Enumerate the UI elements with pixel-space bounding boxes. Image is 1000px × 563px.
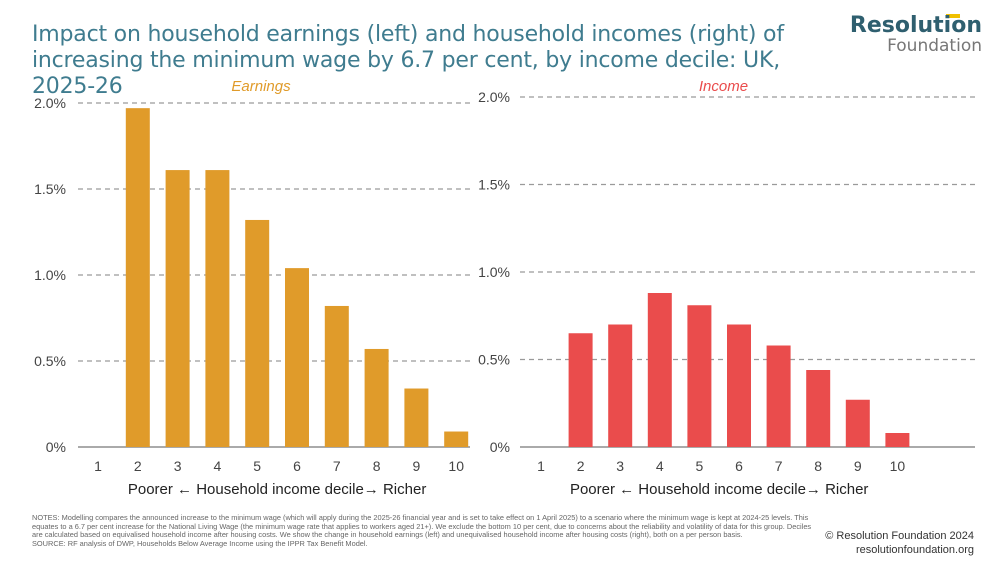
bar-1-3 — [608, 324, 633, 447]
x-tick-label-1-3: 3 — [616, 458, 624, 474]
x-axis-label-0: Poorer ← Household income decile→ Richer — [128, 481, 426, 498]
bar-1-5 — [687, 305, 712, 447]
logo: Resolution Foundation — [849, 13, 982, 57]
logo-line2: Foundation — [887, 36, 982, 56]
x-tick-label-1-7: 7 — [775, 458, 783, 474]
bar-1-2 — [568, 333, 593, 447]
x-tick-label-0-3: 3 — [174, 458, 182, 474]
y-tick-label-1-4: 2.0% — [478, 89, 510, 105]
x-tick-label-1-2: 2 — [577, 458, 585, 474]
notes-text: NOTES: Modelling compares the announced … — [32, 513, 812, 540]
logo-accent — [946, 14, 960, 18]
bar-0-4 — [205, 170, 230, 447]
chart-title: Impact on household earnings (left) and … — [32, 22, 784, 99]
y-tick-label-0-2: 1.0% — [34, 267, 66, 283]
x-tick-label-1-4: 4 — [656, 458, 664, 474]
bar-1-8 — [806, 370, 831, 447]
series-label-0: Earnings — [231, 78, 291, 95]
bar-1-10 — [885, 433, 910, 447]
x-tick-label-0-8: 8 — [373, 458, 381, 474]
bar-0-9 — [404, 388, 429, 447]
notes-source: SOURCE: RF analysis of DWP, Households B… — [32, 538, 368, 548]
bar-0-3 — [165, 170, 190, 447]
x-tick-label-1-9: 9 — [854, 458, 862, 474]
y-tick-label-1-0: 0% — [490, 439, 510, 455]
x-tick-label-0-9: 9 — [413, 458, 421, 474]
bar-0-2 — [125, 108, 150, 447]
y-tick-label-1-2: 1.0% — [478, 264, 510, 280]
x-tick-label-0-7: 7 — [333, 458, 341, 474]
y-tick-label-1-1: 0.5% — [478, 352, 510, 368]
bar-1-4 — [647, 293, 672, 447]
x-tick-label-1-8: 8 — [814, 458, 822, 474]
bar-0-6 — [285, 268, 309, 447]
y-tick-label-0-3: 1.5% — [34, 181, 66, 197]
y-tick-label-0-4: 2.0% — [34, 95, 66, 111]
bar-0-7 — [324, 305, 349, 447]
y-tick-label-1-3: 1.5% — [478, 177, 510, 193]
x-tick-label-1-6: 6 — [735, 458, 743, 474]
x-tick-label-1-5: 5 — [696, 458, 704, 474]
copyright-line1: © Resolution Foundation 2024 — [825, 530, 974, 542]
y-tick-label-0-1: 0.5% — [34, 353, 66, 369]
logo-line1: Resolution — [849, 13, 982, 38]
x-tick-label-0-4: 4 — [214, 458, 222, 474]
bar-1-7 — [766, 345, 791, 447]
y-tick-label-0-0: 0% — [46, 439, 66, 455]
x-tick-label-0-2: 2 — [134, 458, 142, 474]
x-tick-label-0-1: 1 — [94, 458, 102, 474]
x-tick-label-1-1: 1 — [537, 458, 545, 474]
copyright-line2: resolutionfoundation.org — [855, 544, 974, 556]
x-tick-label-1-10: 10 — [890, 458, 906, 474]
bar-0-8 — [364, 348, 389, 447]
bar-0-10 — [444, 431, 469, 447]
x-tick-label-0-10: 10 — [448, 458, 464, 474]
x-tick-label-0-6: 6 — [293, 458, 301, 474]
bar-0-5 — [245, 219, 270, 447]
notes: NOTES: Modelling compares the announced … — [32, 513, 812, 548]
series-label-1: Income — [699, 78, 748, 95]
x-axis-label-1: Poorer ← Household income decile→ Richer — [570, 481, 868, 498]
bar-1-9 — [845, 399, 870, 447]
x-tick-label-0-5: 5 — [253, 458, 261, 474]
copyright: © Resolution Foundation 2024 resolutionf… — [825, 529, 974, 557]
bar-1-6 — [727, 324, 751, 447]
